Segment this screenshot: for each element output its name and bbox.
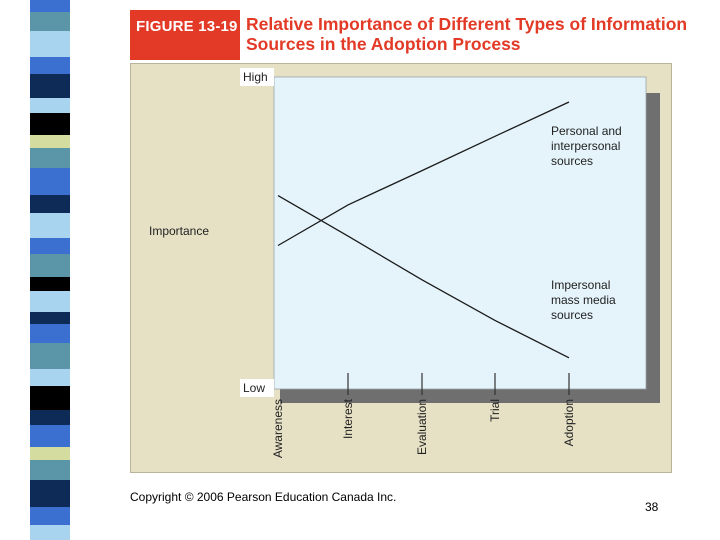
- x-tick-label: Interest: [341, 398, 355, 439]
- stripe-segment: [30, 425, 70, 447]
- stripe-segment: [30, 386, 70, 410]
- series-line: [277, 195, 570, 359]
- stripe-segment: [30, 447, 70, 460]
- y-tick-high-bg: [240, 68, 274, 86]
- stripe-segment: [30, 31, 70, 57]
- stripe-segment: [30, 57, 70, 74]
- stripe-segment: [30, 168, 70, 195]
- stripe-segment: [30, 277, 70, 291]
- stripe-segment: [30, 507, 70, 525]
- series-label: sources: [551, 308, 593, 322]
- stripe-segment: [30, 460, 70, 480]
- page-number: 38: [645, 500, 659, 514]
- stripe-segment: [30, 0, 70, 12]
- series-label: Impersonal: [551, 278, 610, 292]
- stripe-segment: [30, 12, 70, 31]
- x-tick-label: Evaluation: [415, 399, 429, 455]
- stripe-segment: [30, 291, 70, 312]
- stripe-segment: [30, 369, 70, 386]
- series-label: mass media: [551, 293, 616, 307]
- stripe-segment: [30, 74, 70, 98]
- stripe-segment: [30, 525, 70, 540]
- y-tick-label-high: High: [243, 70, 268, 84]
- stripe-segment: [30, 480, 70, 507]
- chart: Awareness Interest Evaluation Trial Adoption…: [149, 68, 660, 458]
- series-label: Personal and: [551, 124, 622, 138]
- stripe-segment: [30, 213, 70, 238]
- series-label: interpersonal: [551, 139, 620, 153]
- x-tick-label: Trial: [488, 399, 502, 422]
- stripe-segment: [30, 254, 70, 277]
- stripe-segment: [30, 113, 70, 135]
- figure-label: FIGURE 13-19: [130, 10, 240, 60]
- stripe-segment: [30, 98, 70, 113]
- y-axis-label: Importance: [149, 224, 209, 238]
- decorative-stripe-bar: [30, 0, 70, 540]
- stripe-segment: [30, 195, 70, 213]
- figure-title: Relative Importance of Different Types o…: [246, 14, 706, 54]
- stripe-segment: [30, 312, 70, 324]
- stripe-segment: [30, 343, 70, 369]
- stripe-segment: [30, 135, 70, 148]
- y-tick-low-bg: [240, 379, 274, 397]
- series-line: [277, 101, 570, 247]
- stripe-segment: [30, 324, 70, 343]
- plot-area: [273, 76, 647, 390]
- stripe-segment: [30, 148, 70, 168]
- copyright-text: Copyright © 2006 Pearson Education Canad…: [130, 490, 397, 504]
- series-label: sources: [551, 154, 593, 168]
- figure-title-line-2: Sources in the Adoption Process: [246, 34, 521, 54]
- x-tick-label: Awareness: [271, 399, 285, 458]
- figure-title-line-1: Relative Importance of Different Types o…: [246, 14, 688, 34]
- x-tick-label: Adoption: [562, 399, 576, 446]
- y-tick-label-low: Low: [243, 381, 265, 395]
- stripe-segment: [30, 410, 70, 425]
- stripe-segment: [30, 238, 70, 254]
